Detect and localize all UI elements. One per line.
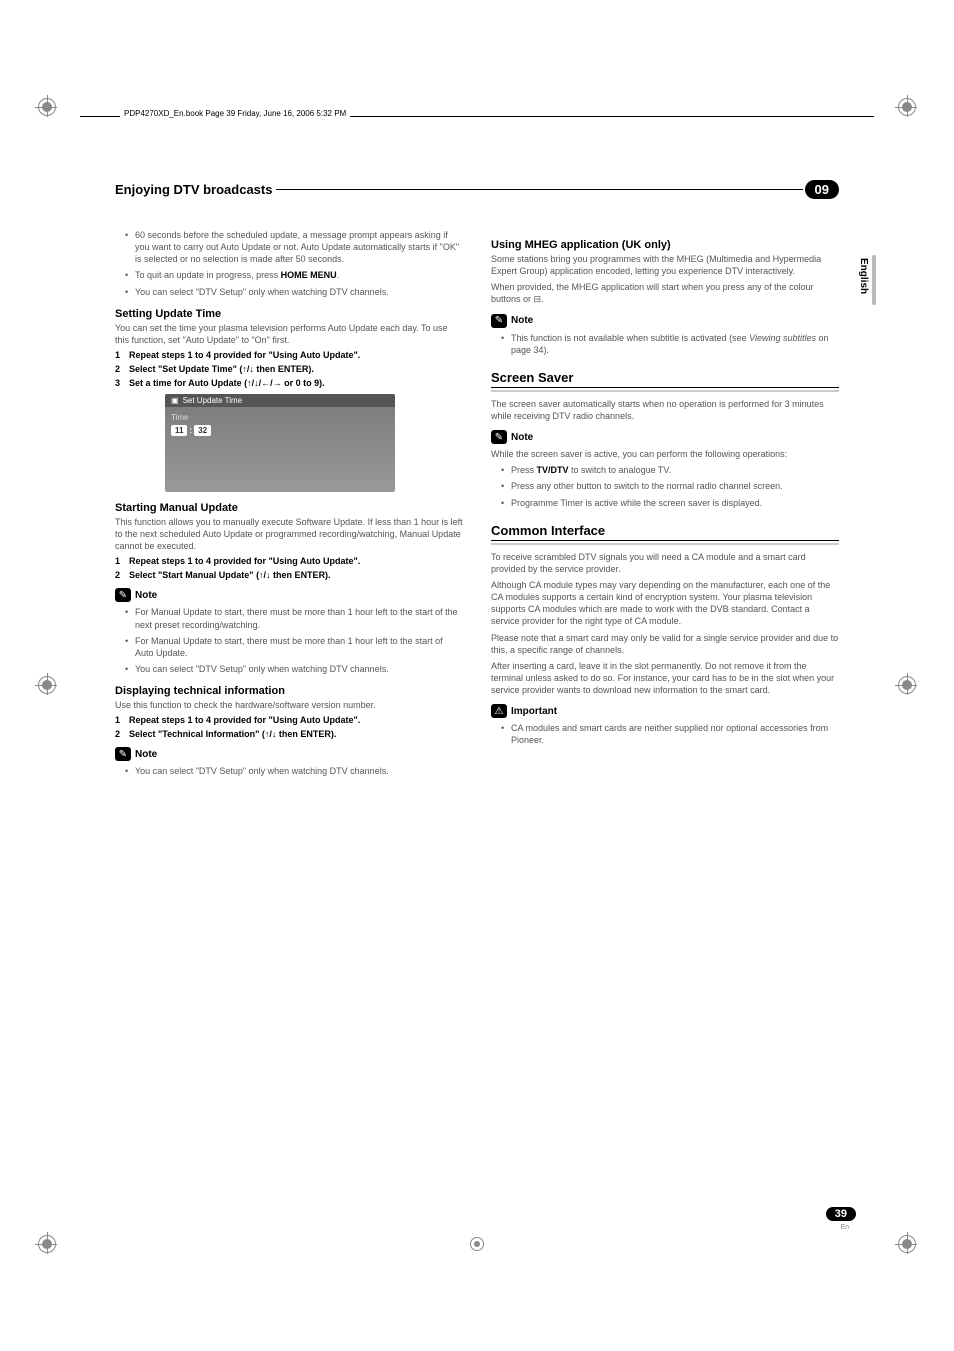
important-box: ⚠ Important — [491, 704, 839, 718]
bullet-item: You can select "DTV Setup" only when wat… — [125, 286, 463, 298]
set-update-time-panel: ▣ Set Update Time Time 11:32 — [165, 394, 395, 492]
panel-icon: ▣ — [171, 396, 179, 405]
right-column: Using MHEG application (UK only) Some st… — [491, 229, 839, 781]
body-text: Please note that a smart card may only b… — [491, 632, 839, 656]
important-bullets: CA modules and smart cards are neither s… — [491, 722, 839, 746]
body-text: When provided, the MHEG application will… — [491, 281, 839, 305]
section-heading-large: Screen Saver — [491, 370, 839, 388]
step: 2Select "Start Manual Update" (↑/↓ then … — [115, 570, 463, 580]
reg-mark-br — [898, 1235, 916, 1253]
language-bar — [872, 255, 876, 305]
reg-mark-bottom — [470, 1237, 484, 1251]
note-label: Note — [511, 432, 533, 443]
panel-title-text: Set Update Time — [183, 396, 243, 405]
body-text: The screen saver automatically starts wh… — [491, 398, 839, 422]
note-icon: ✎ — [115, 588, 131, 602]
note-bullets: For Manual Update to start, there must b… — [115, 606, 463, 675]
step: 1Repeat steps 1 to 4 provided for "Using… — [115, 556, 463, 566]
reg-mark-ml — [38, 676, 56, 694]
note-box: ✎ Note — [491, 314, 839, 328]
bullet-item: Press TV/DTV to switch to analogue TV. — [501, 464, 839, 476]
panel-title: ▣ Set Update Time — [165, 394, 395, 407]
bullet-item: You can select "DTV Setup" only when wat… — [125, 765, 463, 777]
heading-underline — [491, 543, 839, 545]
reg-mark-tr — [898, 98, 916, 116]
bullet-item: 60 seconds before the scheduled update, … — [125, 229, 463, 265]
bullet-item: For Manual Update to start, there must b… — [125, 606, 463, 630]
reg-mark-bl — [38, 1235, 56, 1253]
step: 2Select "Technical Information" (↑/↓ the… — [115, 729, 463, 739]
time-value: 11:32 — [171, 425, 389, 436]
page-number-badge: 39 — [826, 1207, 856, 1221]
left-column: 60 seconds before the scheduled update, … — [115, 229, 463, 781]
page-content: Enjoying DTV broadcasts 09 60 seconds be… — [115, 180, 839, 781]
note-bullets: This function is not available when subt… — [491, 332, 839, 356]
bullet-item: For Manual Update to start, there must b… — [125, 635, 463, 659]
title-rule — [276, 189, 802, 190]
section-intro: You can set the time your plasma televis… — [115, 322, 463, 346]
section-intro: Use this function to check the hardware/… — [115, 699, 463, 711]
important-icon: ⚠ — [491, 704, 507, 718]
section-heading: Setting Update Time — [115, 308, 463, 320]
reg-mark-mr — [898, 676, 916, 694]
step: 1Repeat steps 1 to 4 provided for "Using… — [115, 350, 463, 360]
language-tab: English — [858, 258, 869, 294]
note-label: Note — [135, 749, 157, 760]
section-heading: Using MHEG application (UK only) — [491, 239, 839, 251]
important-label: Important — [511, 706, 557, 717]
chapter-number-badge: 09 — [805, 180, 839, 199]
heading-underline — [491, 390, 839, 392]
note-icon: ✎ — [491, 314, 507, 328]
note-label: Note — [511, 315, 533, 326]
note-icon: ✎ — [115, 747, 131, 761]
chapter-title: Enjoying DTV broadcasts — [115, 182, 272, 197]
minute-value: 32 — [194, 425, 211, 436]
note-bullets: Press TV/DTV to switch to analogue TV. P… — [491, 464, 839, 508]
body-text: To receive scrambled DTV signals you wil… — [491, 551, 839, 575]
body-text: Some stations bring you programmes with … — [491, 253, 839, 277]
note-box: ✎ Note — [115, 747, 463, 761]
bullet-item: You can select "DTV Setup" only when wat… — [125, 663, 463, 675]
body-text: After inserting a card, leave it in the … — [491, 660, 839, 696]
note-label: Note — [135, 590, 157, 601]
bullet-item: Programme Timer is active while the scre… — [501, 497, 839, 509]
hour-value: 11 — [171, 425, 187, 436]
bullet-item: Press any other button to switch to the … — [501, 480, 839, 492]
step: 1Repeat steps 1 to 4 provided for "Using… — [115, 715, 463, 725]
bullet-item: To quit an update in progress, press HOM… — [125, 269, 463, 281]
note-box: ✎ Note — [115, 588, 463, 602]
step: 3Set a time for Auto Update (↑/↓/←/→ or … — [115, 378, 463, 388]
time-label: Time — [171, 413, 389, 422]
section-heading: Displaying technical information — [115, 685, 463, 697]
book-header: PDP4270XD_En.book Page 39 Friday, June 1… — [120, 109, 350, 118]
page-language: En — [840, 1224, 849, 1231]
bullet-item: This function is not available when subt… — [501, 332, 839, 356]
section-intro: This function allows you to manually exe… — [115, 516, 463, 552]
intro-bullets: 60 seconds before the scheduled update, … — [115, 229, 463, 298]
chapter-title-bar: Enjoying DTV broadcasts 09 — [115, 180, 839, 199]
note-icon: ✎ — [491, 430, 507, 444]
note-box: ✎ Note — [491, 430, 839, 444]
section-heading: Starting Manual Update — [115, 502, 463, 514]
bullet-item: CA modules and smart cards are neither s… — [501, 722, 839, 746]
step: 2Select "Set Update Time" (↑/↓ then ENTE… — [115, 364, 463, 374]
body-text: Although CA module types may vary depend… — [491, 579, 839, 628]
reg-mark-tl — [38, 98, 56, 116]
section-heading-large: Common Interface — [491, 523, 839, 541]
note-intro: While the screen saver is active, you ca… — [491, 448, 839, 460]
note-bullets: You can select "DTV Setup" only when wat… — [115, 765, 463, 777]
